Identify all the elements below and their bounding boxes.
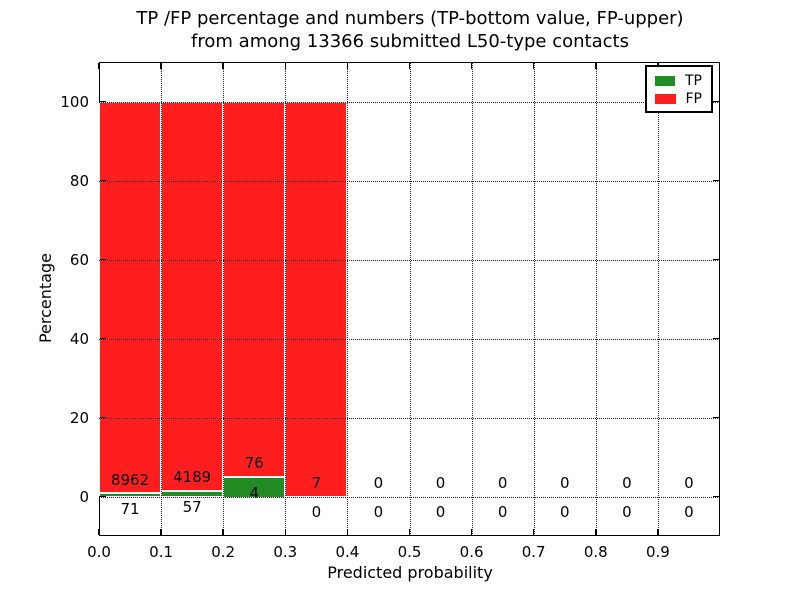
tp-count-label: 4 (249, 483, 260, 502)
x-tick-mark (532, 529, 535, 535)
x-tick-mark (657, 529, 659, 535)
x-axis-label: Predicted probability (327, 563, 493, 582)
x-tick-mark (98, 529, 100, 535)
x-tick-label: 0.9 (645, 543, 670, 561)
x-tick-label: 0.2 (211, 543, 236, 561)
x-tick-label: 0.0 (87, 543, 111, 561)
x-tick-label: 0.4 (335, 543, 360, 561)
x-tick-mark (222, 529, 224, 535)
x-tick-mark-top (346, 63, 349, 69)
bar-fp-segment (161, 101, 224, 492)
gridline-vertical (347, 62, 349, 536)
y-tick-mark-right (713, 337, 719, 340)
tp-count-label: 71 (120, 500, 140, 519)
tp-count-label: 0 (622, 503, 632, 522)
tp-count-label: 57 (182, 498, 202, 516)
y-tick-mark (100, 100, 106, 103)
gridline-vertical (409, 62, 411, 536)
chart-title-line1: TP /FP percentage and numbers (TP-bottom… (136, 8, 684, 29)
bar-fp-segment (223, 101, 286, 477)
x-tick-mark-top (284, 63, 287, 69)
y-tick-mark-right (713, 179, 719, 182)
legend-item-tp: TP (655, 74, 702, 88)
x-tick-mark-top (408, 63, 411, 69)
bar-fp-segment (99, 101, 162, 494)
gridline-vertical (657, 62, 659, 536)
legend-item-fp: FP (655, 92, 702, 106)
legend-label-fp: FP (685, 91, 703, 107)
tp-count-label: 0 (497, 503, 508, 522)
y-tick-mark (100, 258, 106, 261)
x-tick-mark (595, 529, 597, 535)
fp-count-label: 0 (559, 473, 570, 492)
chart-title-line2: from among 13366 submitted L50-type cont… (191, 31, 629, 52)
fp-count-label: 0 (684, 473, 694, 492)
tp-count-label: 0 (311, 503, 322, 522)
fp-count-label: 0 (622, 473, 632, 492)
x-tick-label: 0.7 (521, 543, 546, 561)
tp-count-label: 0 (373, 503, 384, 522)
y-tick-label: 20 (69, 408, 89, 427)
gridline-vertical (533, 62, 535, 536)
x-tick-label: 0.6 (459, 543, 484, 561)
legend-label-tp: TP (685, 73, 702, 89)
x-tick-label: 0.1 (149, 543, 174, 561)
legend: TP FP (645, 65, 713, 113)
tp-count-label: 0 (684, 503, 694, 522)
x-tick-mark-top (160, 63, 162, 69)
bar-fp-segment (285, 101, 348, 497)
fp-count-label: 4189 (173, 468, 212, 487)
x-tick-mark (470, 529, 473, 535)
bar-tp-segment (99, 493, 162, 497)
x-tick-mark-top (98, 63, 100, 69)
x-tick-mark (408, 529, 411, 535)
y-tick-label: 60 (69, 250, 89, 269)
y-tick-mark-right (713, 416, 719, 419)
y-tick-mark-right (713, 258, 719, 261)
gridline-vertical (595, 62, 597, 536)
fp-count-label: 0 (373, 473, 384, 492)
tp-count-label: 0 (559, 503, 570, 522)
gridline-vertical (471, 62, 473, 536)
y-tick-mark-right (713, 495, 719, 498)
y-tick-label: 100 (60, 92, 89, 111)
fp-count-label: 76 (244, 453, 264, 472)
y-tick-mark (100, 495, 106, 498)
gridline-vertical (285, 62, 287, 536)
x-tick-mark (284, 529, 287, 535)
gridline-vertical (161, 62, 163, 536)
legend-swatch-tp (655, 76, 675, 86)
y-axis-label: Percentage (36, 253, 55, 344)
y-tick-label: 0 (79, 487, 89, 506)
x-tick-mark (160, 529, 162, 535)
x-tick-mark-top (595, 63, 597, 69)
tp-count-label: 0 (435, 503, 446, 522)
y-tick-label: 80 (69, 171, 89, 190)
fp-count-label: 0 (435, 473, 446, 492)
y-tick-mark (100, 179, 106, 182)
x-tick-mark-top (532, 63, 535, 69)
fp-count-label: 8962 (110, 470, 150, 489)
fp-count-label: 7 (311, 473, 322, 492)
x-tick-label: 0.3 (273, 543, 298, 561)
gridline-vertical (223, 62, 225, 536)
x-tick-mark (346, 529, 349, 535)
legend-swatch-fp (655, 94, 676, 104)
fp-count-label: 0 (497, 473, 508, 492)
y-tick-mark-right (713, 100, 719, 103)
x-tick-label: 0.5 (397, 543, 422, 561)
x-tick-mark-top (470, 63, 473, 69)
chart-title: TP /FP percentage and numbers (TP-bottom… (10, 7, 800, 53)
y-tick-label: 40 (69, 329, 89, 348)
x-tick-label: 0.8 (583, 543, 608, 561)
y-tick-mark (100, 337, 106, 340)
x-tick-mark-top (222, 63, 224, 69)
y-tick-mark (100, 416, 106, 419)
